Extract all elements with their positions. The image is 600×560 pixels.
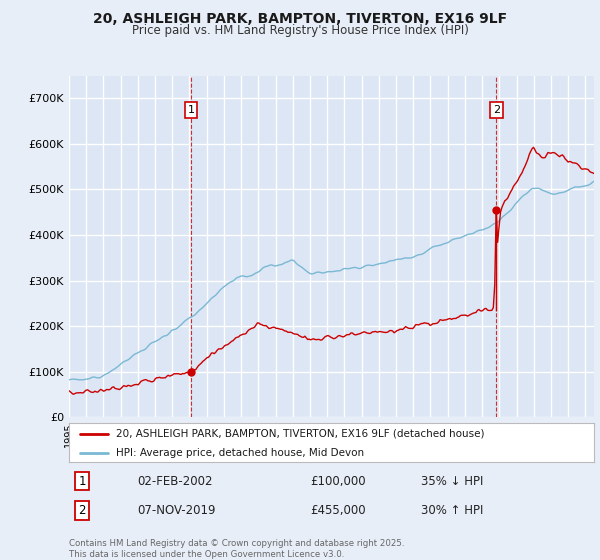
- Text: £100,000: £100,000: [311, 474, 366, 488]
- Text: 1: 1: [79, 474, 86, 488]
- Text: 2: 2: [493, 105, 500, 115]
- Text: Price paid vs. HM Land Registry's House Price Index (HPI): Price paid vs. HM Land Registry's House …: [131, 24, 469, 37]
- Text: Contains HM Land Registry data © Crown copyright and database right 2025.
This d: Contains HM Land Registry data © Crown c…: [69, 539, 404, 559]
- Text: £455,000: £455,000: [311, 504, 366, 517]
- Text: 1: 1: [187, 105, 194, 115]
- Text: 2: 2: [79, 504, 86, 517]
- Text: 30% ↑ HPI: 30% ↑ HPI: [421, 504, 483, 517]
- Text: 07-NOV-2019: 07-NOV-2019: [137, 504, 216, 517]
- Text: HPI: Average price, detached house, Mid Devon: HPI: Average price, detached house, Mid …: [116, 449, 364, 459]
- Text: 20, ASHLEIGH PARK, BAMPTON, TIVERTON, EX16 9LF (detached house): 20, ASHLEIGH PARK, BAMPTON, TIVERTON, EX…: [116, 429, 485, 439]
- Text: 35% ↓ HPI: 35% ↓ HPI: [421, 474, 483, 488]
- Text: 20, ASHLEIGH PARK, BAMPTON, TIVERTON, EX16 9LF: 20, ASHLEIGH PARK, BAMPTON, TIVERTON, EX…: [93, 12, 507, 26]
- Text: 02-FEB-2002: 02-FEB-2002: [137, 474, 213, 488]
